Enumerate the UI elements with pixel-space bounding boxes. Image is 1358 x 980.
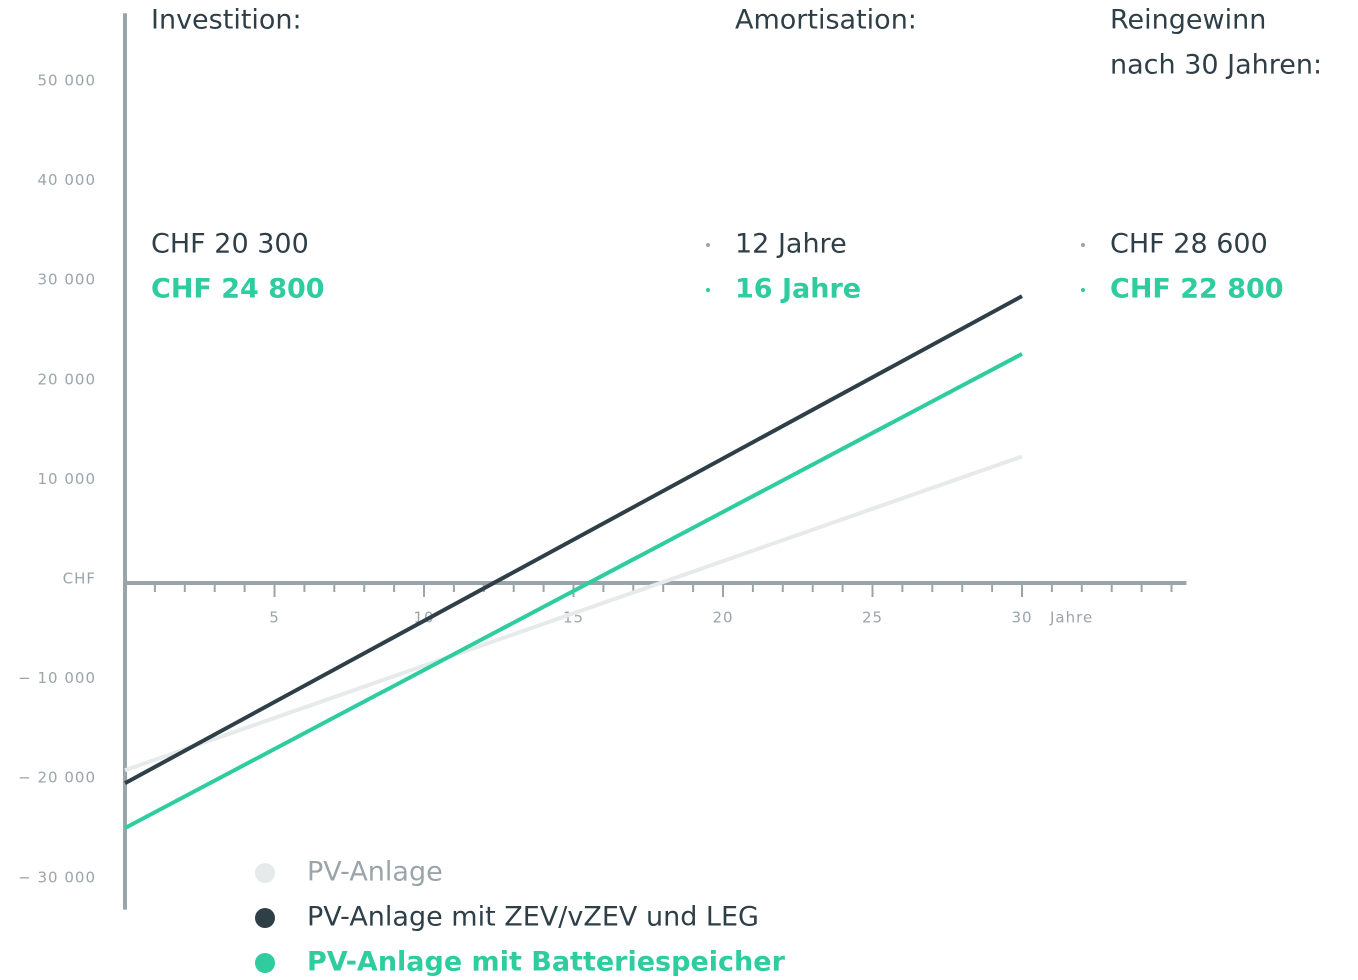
y-tick-label: − 30 000 (18, 868, 96, 886)
summary-value: CHF 20 300 (151, 229, 309, 260)
legend-marker (255, 863, 275, 883)
bullet-dot (1081, 288, 1085, 292)
y-tick-label: 10 000 (38, 470, 97, 488)
legend-marker (255, 953, 275, 973)
series-line (124, 454, 1023, 773)
x-tick-label: 5 (269, 609, 280, 627)
y-tick-label: 40 000 (38, 171, 97, 189)
summary-header: Investition: (151, 5, 302, 36)
summary-value: CHF 28 600 (1110, 229, 1268, 260)
y-tick-label: CHF (63, 570, 96, 588)
legend-marker (255, 908, 275, 928)
summary-header: Amortisation: (735, 5, 917, 36)
summary-value: CHF 22 800 (1110, 274, 1284, 305)
x-tick-label: 30 (1011, 609, 1032, 627)
y-tick-label: 30 000 (38, 271, 97, 289)
x-tick-label: 20 (712, 609, 733, 627)
y-tick-label: − 10 000 (18, 669, 96, 687)
bullet-dot (1081, 243, 1085, 247)
summary-value: 12 Jahre (735, 229, 847, 260)
bullet-dot (706, 288, 710, 292)
x-tick-label: 25 (862, 609, 883, 627)
summary-header: nach 30 Jahren: (1110, 50, 1322, 81)
y-tick-label: 50 000 (38, 72, 97, 90)
summary-value: 16 Jahre (735, 274, 861, 305)
series-line (124, 352, 1023, 830)
legend-label: PV-Anlage (307, 857, 443, 888)
y-tick-label: − 20 000 (18, 769, 96, 787)
x-axis-label: Jahre (1049, 609, 1093, 627)
y-tick-label: 20 000 (38, 370, 97, 388)
legend-label: PV-Anlage mit ZEV/vZEV und LEG (307, 902, 759, 933)
summary-header: Reingewinn (1110, 5, 1266, 36)
legend-label: PV-Anlage mit Batteriespeicher (307, 947, 786, 978)
summary-value: CHF 24 800 (151, 274, 325, 305)
series-line (124, 294, 1023, 785)
bullet-dot (706, 243, 710, 247)
